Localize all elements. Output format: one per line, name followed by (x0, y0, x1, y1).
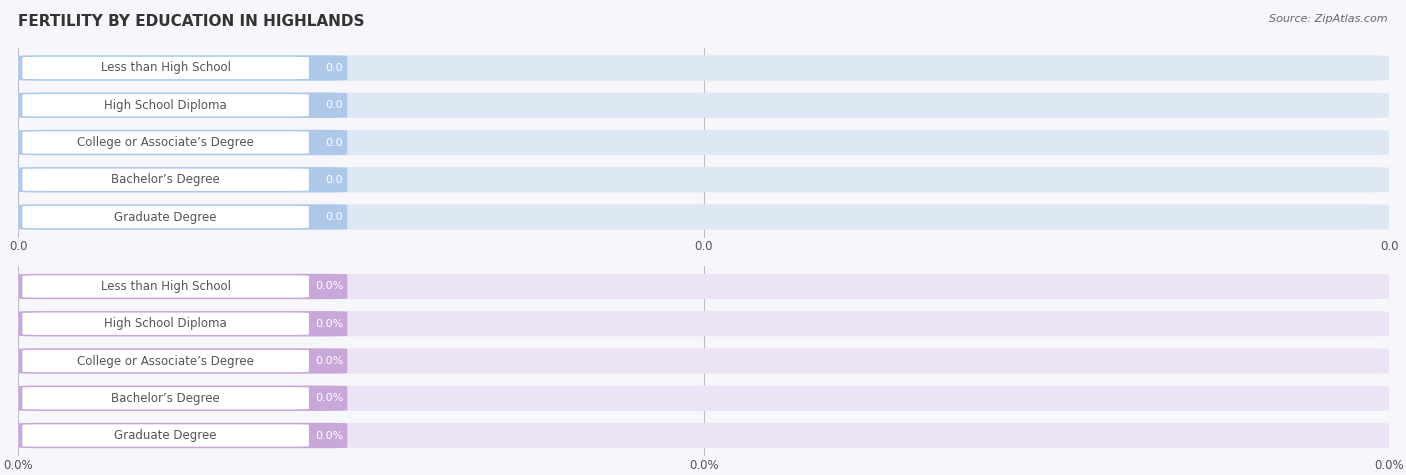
Text: Bachelor’s Degree: Bachelor’s Degree (111, 392, 219, 405)
Text: Graduate Degree: Graduate Degree (114, 210, 217, 224)
Text: 0.0%: 0.0% (315, 356, 343, 366)
Text: 0.0: 0.0 (326, 175, 343, 185)
FancyBboxPatch shape (18, 274, 1389, 299)
FancyBboxPatch shape (18, 348, 347, 374)
FancyBboxPatch shape (22, 350, 309, 372)
Text: Source: ZipAtlas.com: Source: ZipAtlas.com (1270, 14, 1388, 24)
Text: Less than High School: Less than High School (101, 61, 231, 75)
Text: 0.0%: 0.0% (315, 430, 343, 440)
FancyBboxPatch shape (22, 131, 309, 154)
FancyBboxPatch shape (18, 386, 347, 411)
Text: FERTILITY BY EDUCATION IN HIGHLANDS: FERTILITY BY EDUCATION IN HIGHLANDS (18, 14, 364, 29)
Text: 0.0%: 0.0% (315, 282, 343, 292)
FancyBboxPatch shape (18, 386, 1389, 411)
FancyBboxPatch shape (18, 311, 347, 336)
FancyBboxPatch shape (18, 93, 1389, 118)
FancyBboxPatch shape (18, 423, 347, 448)
FancyBboxPatch shape (22, 206, 309, 228)
FancyBboxPatch shape (22, 313, 309, 335)
FancyBboxPatch shape (18, 167, 1389, 192)
FancyBboxPatch shape (22, 169, 309, 191)
FancyBboxPatch shape (22, 57, 309, 79)
FancyBboxPatch shape (22, 424, 309, 446)
Text: High School Diploma: High School Diploma (104, 99, 226, 112)
FancyBboxPatch shape (18, 167, 347, 192)
Text: 0.0: 0.0 (326, 137, 343, 148)
Text: 0.0%: 0.0% (315, 393, 343, 403)
Text: 0.0: 0.0 (326, 63, 343, 73)
FancyBboxPatch shape (18, 93, 347, 118)
FancyBboxPatch shape (18, 423, 1389, 448)
Text: Bachelor’s Degree: Bachelor’s Degree (111, 173, 219, 186)
FancyBboxPatch shape (18, 55, 1389, 81)
Text: Graduate Degree: Graduate Degree (114, 429, 217, 442)
FancyBboxPatch shape (22, 94, 309, 116)
FancyBboxPatch shape (18, 130, 347, 155)
Text: High School Diploma: High School Diploma (104, 317, 226, 330)
Text: 0.0%: 0.0% (315, 319, 343, 329)
FancyBboxPatch shape (18, 130, 1389, 155)
FancyBboxPatch shape (18, 55, 347, 81)
Text: 0.0: 0.0 (326, 212, 343, 222)
Text: Less than High School: Less than High School (101, 280, 231, 293)
Text: College or Associate’s Degree: College or Associate’s Degree (77, 354, 254, 368)
Text: College or Associate’s Degree: College or Associate’s Degree (77, 136, 254, 149)
FancyBboxPatch shape (18, 204, 347, 230)
FancyBboxPatch shape (18, 348, 1389, 374)
FancyBboxPatch shape (18, 204, 1389, 230)
Text: 0.0: 0.0 (326, 100, 343, 110)
FancyBboxPatch shape (22, 276, 309, 298)
FancyBboxPatch shape (22, 387, 309, 409)
FancyBboxPatch shape (18, 274, 347, 299)
FancyBboxPatch shape (18, 311, 1389, 336)
